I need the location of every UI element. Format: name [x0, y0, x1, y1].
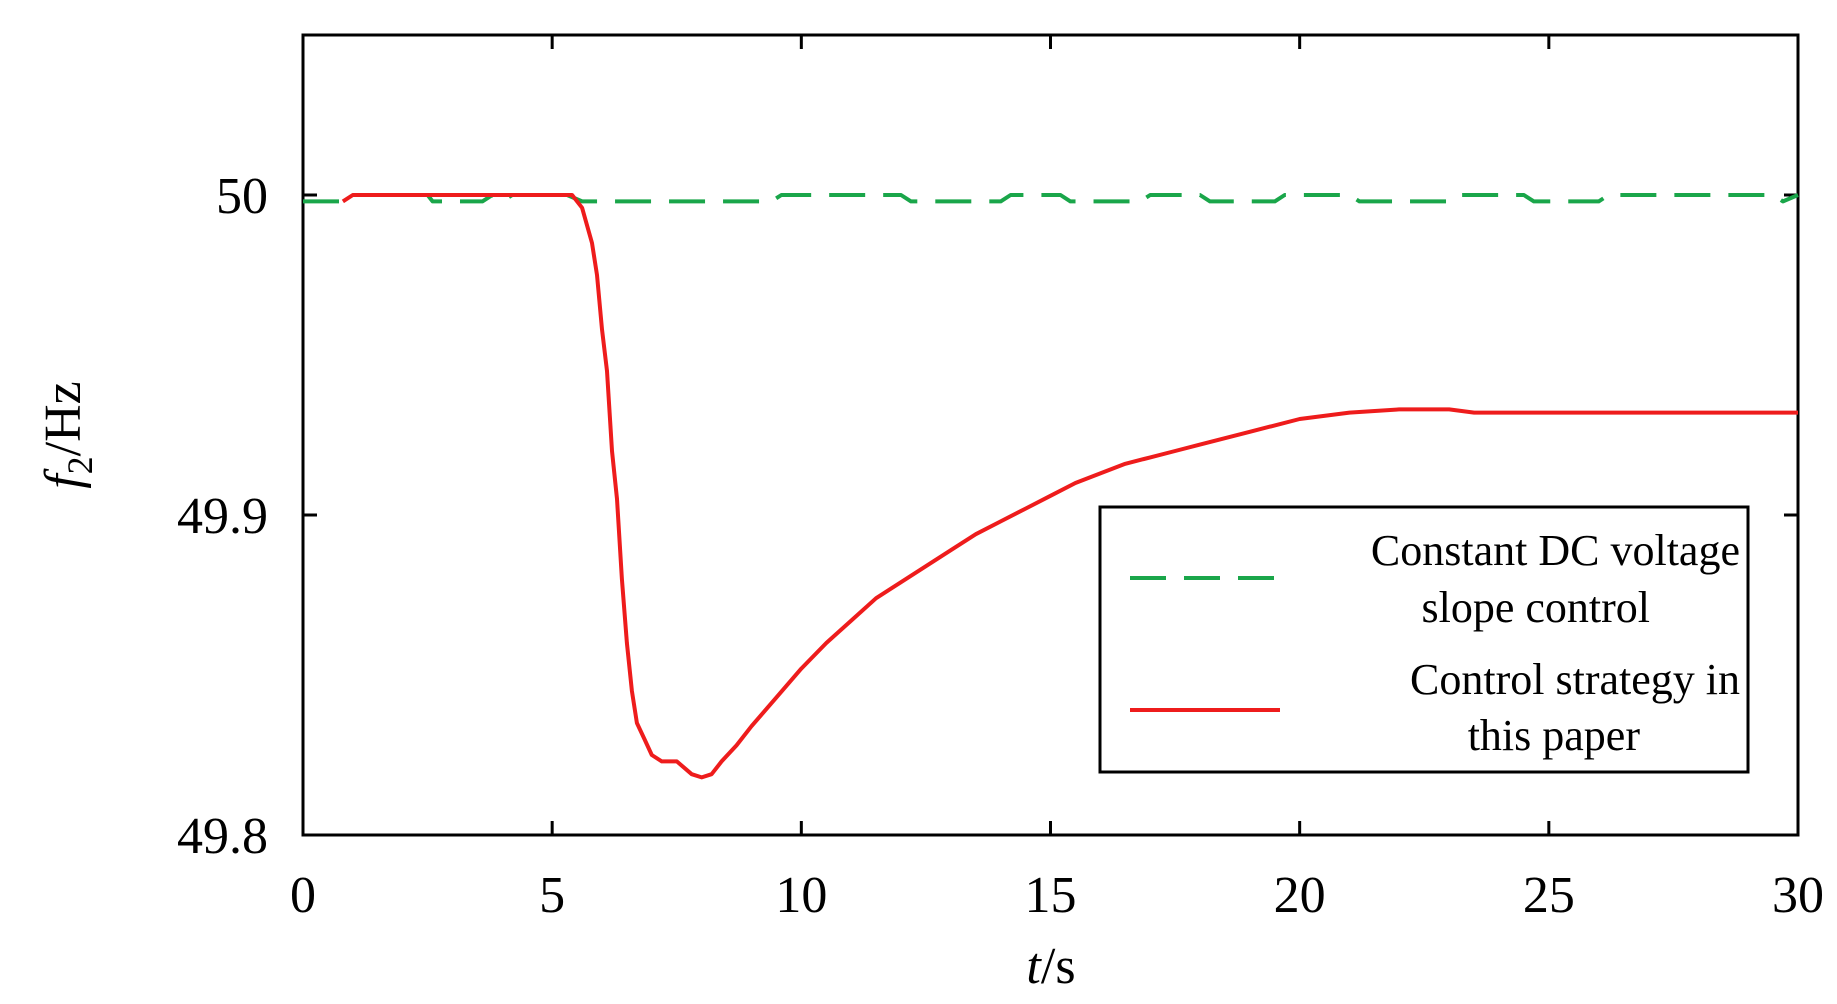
x-tick-label: 25	[1523, 867, 1575, 924]
legend-label-control-strategy-line2: this paper	[1468, 711, 1641, 760]
y-tick-label: 50	[216, 168, 268, 225]
legend-box	[1098, 505, 1750, 774]
x-tick-label: 30	[1772, 867, 1824, 924]
series-line-1	[341, 193, 1798, 780]
legend-label-dc-voltage-line1: Constant DC voltage	[1371, 526, 1740, 575]
legend-label-control-strategy-line1: Control strategy in	[1410, 655, 1740, 704]
y-axis-title: f2/Hz	[35, 381, 100, 489]
x-tick-label: 0	[290, 867, 316, 924]
x-axis-title: t/s	[1026, 938, 1075, 995]
y-tick-label: 49.8	[177, 808, 268, 865]
x-tick-label: 5	[539, 867, 565, 924]
x-tick-label: 20	[1274, 867, 1326, 924]
legend: Constant DC voltage slope control Contro…	[1098, 505, 1750, 774]
series-line-0	[303, 193, 1799, 204]
y-axis-ticks: 49.8 49.9 50	[177, 168, 1798, 865]
y-tick-label: 49.9	[177, 488, 268, 545]
series-group	[303, 193, 1799, 780]
x-axis-ticks: 0 5 10 15 20 25 30	[290, 35, 1824, 924]
x-tick-label: 15	[1025, 867, 1077, 924]
legend-label-dc-voltage-line2: slope control	[1421, 583, 1650, 632]
x-tick-label: 10	[775, 867, 827, 924]
